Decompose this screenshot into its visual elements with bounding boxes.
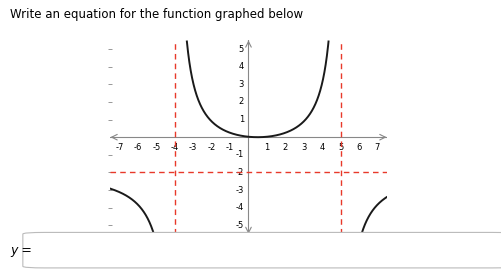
Text: Write an equation for the function graphed below: Write an equation for the function graph… [10, 8, 303, 21]
Text: 1: 1 [264, 143, 269, 152]
Text: -4: -4 [170, 143, 179, 152]
Text: -5: -5 [235, 221, 243, 230]
Text: 4: 4 [319, 143, 324, 152]
Text: -1: -1 [225, 143, 234, 152]
Text: 7: 7 [374, 143, 379, 152]
Text: 3: 3 [301, 143, 306, 152]
Text: -5: -5 [152, 143, 160, 152]
Text: 1: 1 [238, 115, 243, 124]
Text: 5: 5 [337, 143, 343, 152]
Text: -3: -3 [189, 143, 197, 152]
Text: -4: -4 [235, 203, 243, 212]
Text: -3: -3 [235, 186, 243, 194]
Text: -7: -7 [115, 143, 124, 152]
Text: 2: 2 [238, 97, 243, 107]
Text: -2: -2 [235, 168, 243, 177]
Text: 2: 2 [282, 143, 288, 152]
FancyBboxPatch shape [23, 232, 501, 268]
Text: y =: y = [10, 244, 32, 257]
Text: 5: 5 [238, 45, 243, 54]
Text: -2: -2 [207, 143, 215, 152]
Text: 6: 6 [356, 143, 361, 152]
Text: 4: 4 [238, 62, 243, 71]
Text: 3: 3 [238, 80, 243, 89]
Text: -6: -6 [134, 143, 142, 152]
Text: -1: -1 [235, 150, 243, 159]
